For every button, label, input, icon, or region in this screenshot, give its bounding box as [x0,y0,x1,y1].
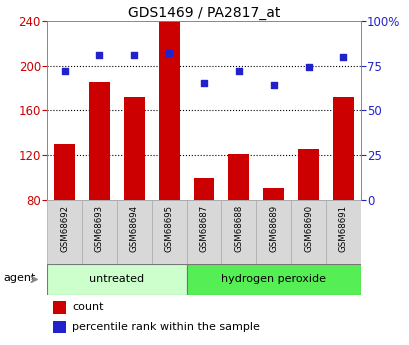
Bar [228,154,249,200]
Bar [263,188,283,200]
Text: GSM68687: GSM68687 [199,205,208,253]
Point [305,65,311,70]
Bar [47,264,186,295]
Bar [124,97,144,200]
Text: GSM68688: GSM68688 [234,205,243,253]
Text: GSM68689: GSM68689 [269,205,277,252]
Bar [89,82,110,200]
Text: GSM68690: GSM68690 [303,205,312,252]
Point [61,68,68,74]
Bar [297,148,318,200]
Bar [82,200,117,264]
Text: percentile rank within the sample: percentile rank within the sample [72,322,259,332]
Bar [186,200,221,264]
Bar [290,200,325,264]
Text: untreated: untreated [89,275,144,284]
Point [339,54,346,59]
Point [96,52,103,58]
Point [270,82,276,88]
Bar [158,19,179,200]
Bar [54,144,75,200]
Text: GSM68694: GSM68694 [130,205,138,252]
Bar [151,200,186,264]
Bar [47,200,82,264]
Text: GSM68695: GSM68695 [164,205,173,252]
Text: GSM68691: GSM68691 [338,205,347,252]
Bar [53,301,66,314]
Title: GDS1469 / PA2817_at: GDS1469 / PA2817_at [128,6,279,20]
Text: hydrogen peroxide: hydrogen peroxide [220,275,326,284]
Point [235,68,242,74]
Text: GSM68692: GSM68692 [60,205,69,252]
Bar [117,200,151,264]
Bar [186,264,360,295]
Bar [221,200,256,264]
Point [200,81,207,86]
Point [131,52,137,58]
Bar [193,178,214,200]
Text: count: count [72,303,103,313]
Text: GSM68693: GSM68693 [95,205,103,252]
Bar [256,200,290,264]
Point [166,50,172,56]
Text: agent: agent [4,273,36,283]
Bar [325,200,360,264]
Bar [332,97,353,200]
Bar [53,321,66,334]
